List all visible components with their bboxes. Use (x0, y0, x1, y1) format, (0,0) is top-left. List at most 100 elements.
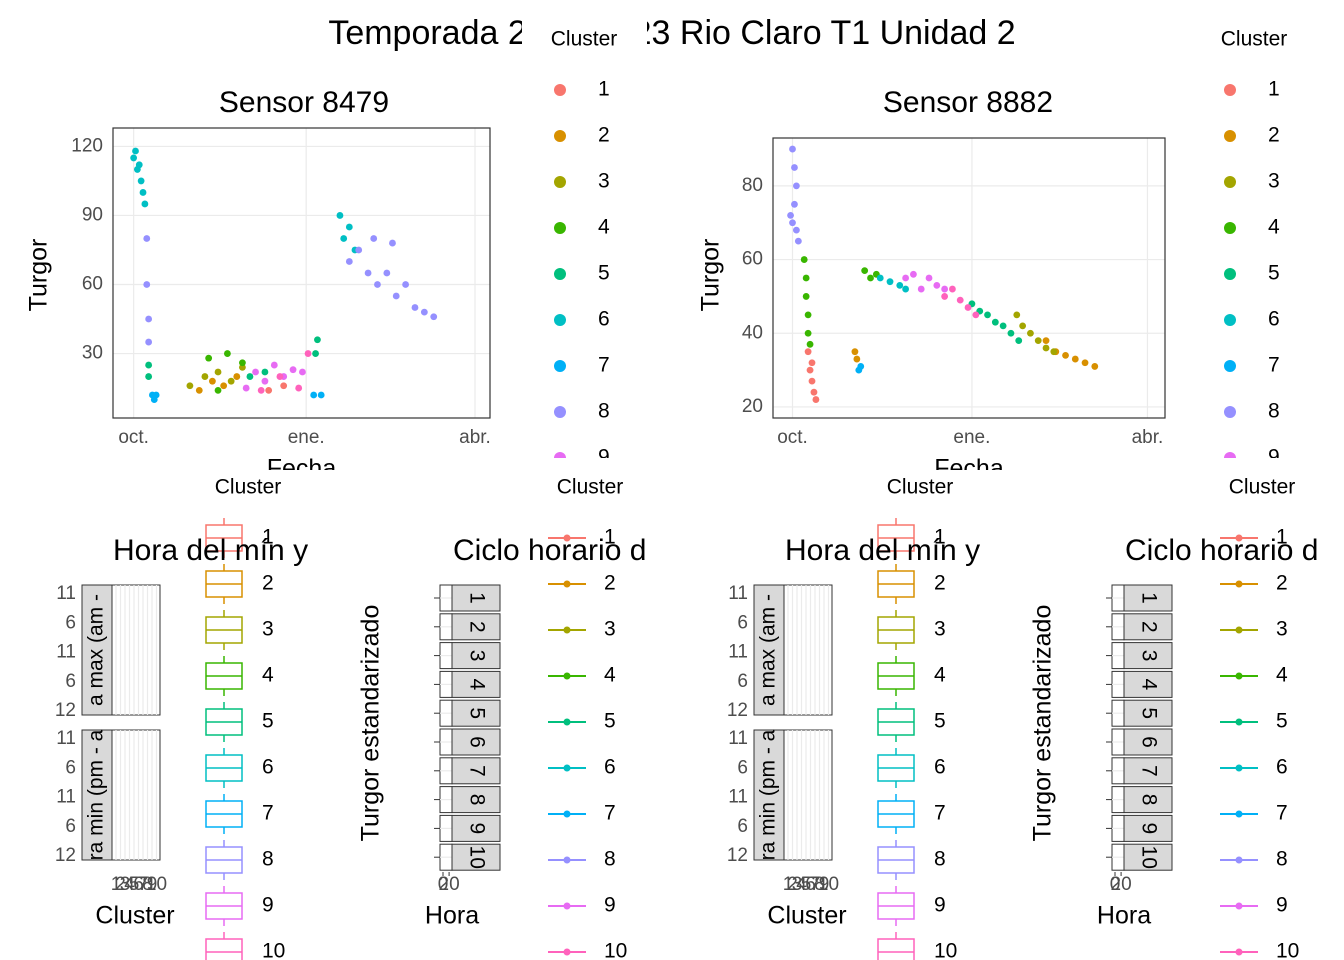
x-tick-label: 8 (142, 874, 153, 895)
facet-strip (1123, 642, 1173, 670)
point (152, 391, 160, 399)
point (949, 285, 956, 293)
figure-title: Temporada 2022-2023 Rio Claro T1 Unidad … (328, 14, 1015, 52)
legend-swatch (877, 938, 915, 960)
facet-strip (451, 786, 501, 814)
point (299, 368, 306, 376)
legend-label: 2 (262, 572, 274, 595)
point (195, 386, 203, 394)
y-tick-label: 80 (742, 175, 763, 196)
facet-label: ra min (pm - a (85, 729, 108, 860)
point (257, 386, 265, 394)
legend-label: 5 (1268, 262, 1280, 285)
legend-label: 2 (934, 572, 946, 595)
y-axis-label: Turgor (25, 239, 53, 312)
x-tick-label: oct. (777, 427, 808, 448)
legend-swatch (1224, 268, 1236, 280)
y-tick-label: 60 (742, 249, 763, 270)
y-tick-label: 30 (82, 343, 103, 364)
facet-label: 10 (465, 846, 488, 869)
legend-label: 10 (1276, 940, 1299, 960)
point (389, 239, 396, 247)
x-tick-label: 1 (783, 874, 794, 895)
point (402, 281, 409, 288)
point (139, 189, 147, 196)
y-axis-label: Turgor estandarizado (1029, 605, 1057, 842)
point (991, 318, 999, 326)
legend-swatch (205, 938, 243, 960)
legend-label: 5 (598, 262, 610, 285)
legend-label: 1 (1268, 78, 1280, 101)
x-axis-label: Cluster (767, 902, 846, 930)
facet-label: a max (am - (757, 594, 780, 706)
facet-label: 10 (1137, 846, 1160, 869)
point (917, 285, 925, 293)
y-tick-label: 11 (728, 583, 748, 604)
legend-swatch (554, 360, 566, 372)
point (420, 308, 428, 316)
point (794, 237, 802, 245)
legend-title: Cluster (887, 476, 954, 499)
legend-label: 1 (604, 526, 616, 549)
point (1042, 337, 1050, 345)
legend-swatch-point (1235, 810, 1243, 818)
point (802, 293, 810, 300)
panel (773, 138, 1165, 418)
y-tick-label: 12 (55, 845, 76, 866)
point (261, 377, 269, 385)
legend-label: 2 (1276, 572, 1288, 595)
chart-title: Hora del mín y (113, 534, 308, 567)
point (802, 274, 810, 282)
chart-title: Ciclo horario d (1125, 534, 1318, 567)
point (941, 285, 949, 293)
x-tick-label: 3 (120, 874, 131, 895)
point (135, 161, 143, 169)
facet-strip (451, 728, 501, 756)
x-tick-label: 4 (124, 874, 135, 895)
point (851, 348, 859, 356)
point (956, 296, 964, 304)
legend-label: 4 (934, 664, 946, 687)
legend-swatch-point (1235, 856, 1243, 864)
legend-label: 4 (262, 664, 274, 687)
legend-swatch-point (1235, 718, 1243, 726)
facet-strip (451, 613, 501, 641)
x-tick-label: 6 (133, 874, 144, 895)
y-tick-label: 6 (737, 816, 748, 837)
x-tick-label: 9 (819, 874, 830, 895)
legend-title: Cluster (215, 476, 282, 499)
facet-strip (1123, 757, 1173, 785)
x-tick-label: 1 (111, 874, 122, 895)
point (789, 219, 796, 227)
point (242, 384, 250, 392)
point (941, 293, 949, 300)
point (270, 361, 278, 369)
legend-swatch-point (563, 810, 571, 818)
point (336, 212, 344, 219)
point (876, 274, 884, 282)
y-tick-label: 12 (55, 700, 76, 721)
point (1042, 344, 1050, 352)
legend-label: 3 (598, 170, 610, 193)
point (984, 311, 991, 319)
point (789, 145, 796, 153)
x-tick-label: 2 (115, 874, 126, 895)
y-tick-label: 6 (65, 757, 76, 778)
legend-label: 8 (598, 400, 610, 423)
point (392, 292, 400, 300)
point (246, 373, 254, 380)
x-tick-label: 6 (805, 874, 816, 895)
panel-background (335, 470, 672, 960)
legend-swatch (554, 268, 566, 280)
legend-label: 5 (934, 710, 946, 733)
legend-label: 1 (262, 526, 274, 549)
facet-strip (1123, 786, 1173, 814)
facet-label: 3 (465, 650, 488, 662)
legend-swatch-point (1235, 764, 1243, 772)
x-tick-label: 5 (129, 874, 140, 895)
facet-label: 5 (1137, 707, 1160, 719)
legend-label: 2 (604, 572, 616, 595)
point (804, 348, 812, 356)
y-tick-label: 11 (56, 642, 76, 663)
legend-label: 9 (598, 446, 610, 469)
